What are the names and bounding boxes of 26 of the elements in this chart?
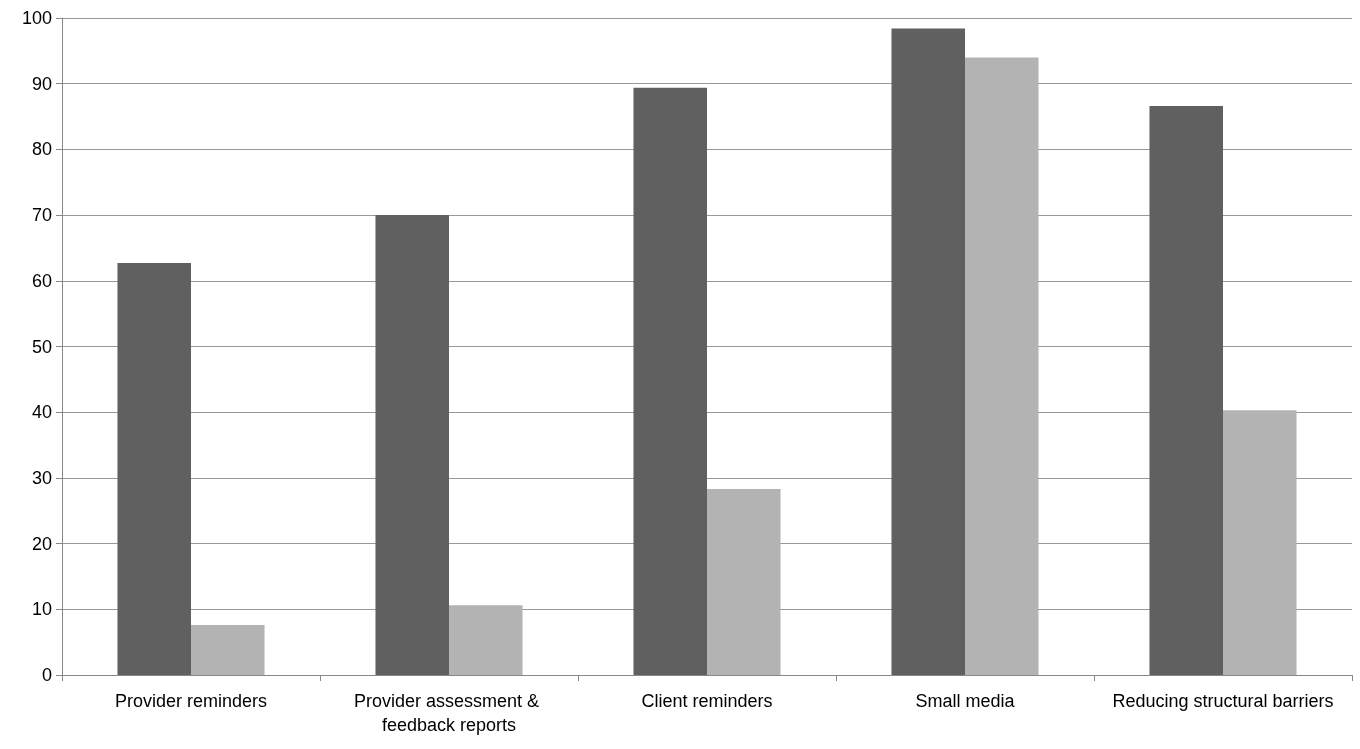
bar [449, 605, 523, 675]
bar [191, 625, 265, 675]
x-tick-label: Reducing structural barriers [1112, 691, 1334, 711]
y-tick-label: 10 [31, 599, 52, 620]
y-tick-label: 70 [31, 205, 52, 226]
x-tick-label: Provider reminders [114, 691, 268, 711]
x-tick-label: Small media [915, 691, 1016, 711]
y-tick-label: 100 [21, 8, 52, 28]
y-tick-label: 50 [31, 336, 52, 357]
y-tick-label: 40 [31, 402, 52, 423]
y-tick-label: 90 [31, 73, 52, 94]
bar [891, 28, 965, 675]
bar [633, 87, 707, 675]
y-tick-label: 80 [31, 139, 52, 160]
bar [1149, 106, 1223, 675]
bar [707, 489, 781, 675]
bar [375, 215, 449, 675]
bar [117, 263, 191, 675]
bar [1223, 410, 1297, 675]
x-tick-label: Client reminders [641, 691, 773, 711]
bar [965, 57, 1039, 675]
x-tick-label: Provider assessment & feedback reports [353, 691, 545, 735]
y-tick-label: 60 [31, 270, 52, 291]
y-tick-label: 20 [31, 533, 52, 554]
y-tick-label: 30 [31, 467, 52, 488]
y-tick-label: 0 [41, 665, 52, 685]
